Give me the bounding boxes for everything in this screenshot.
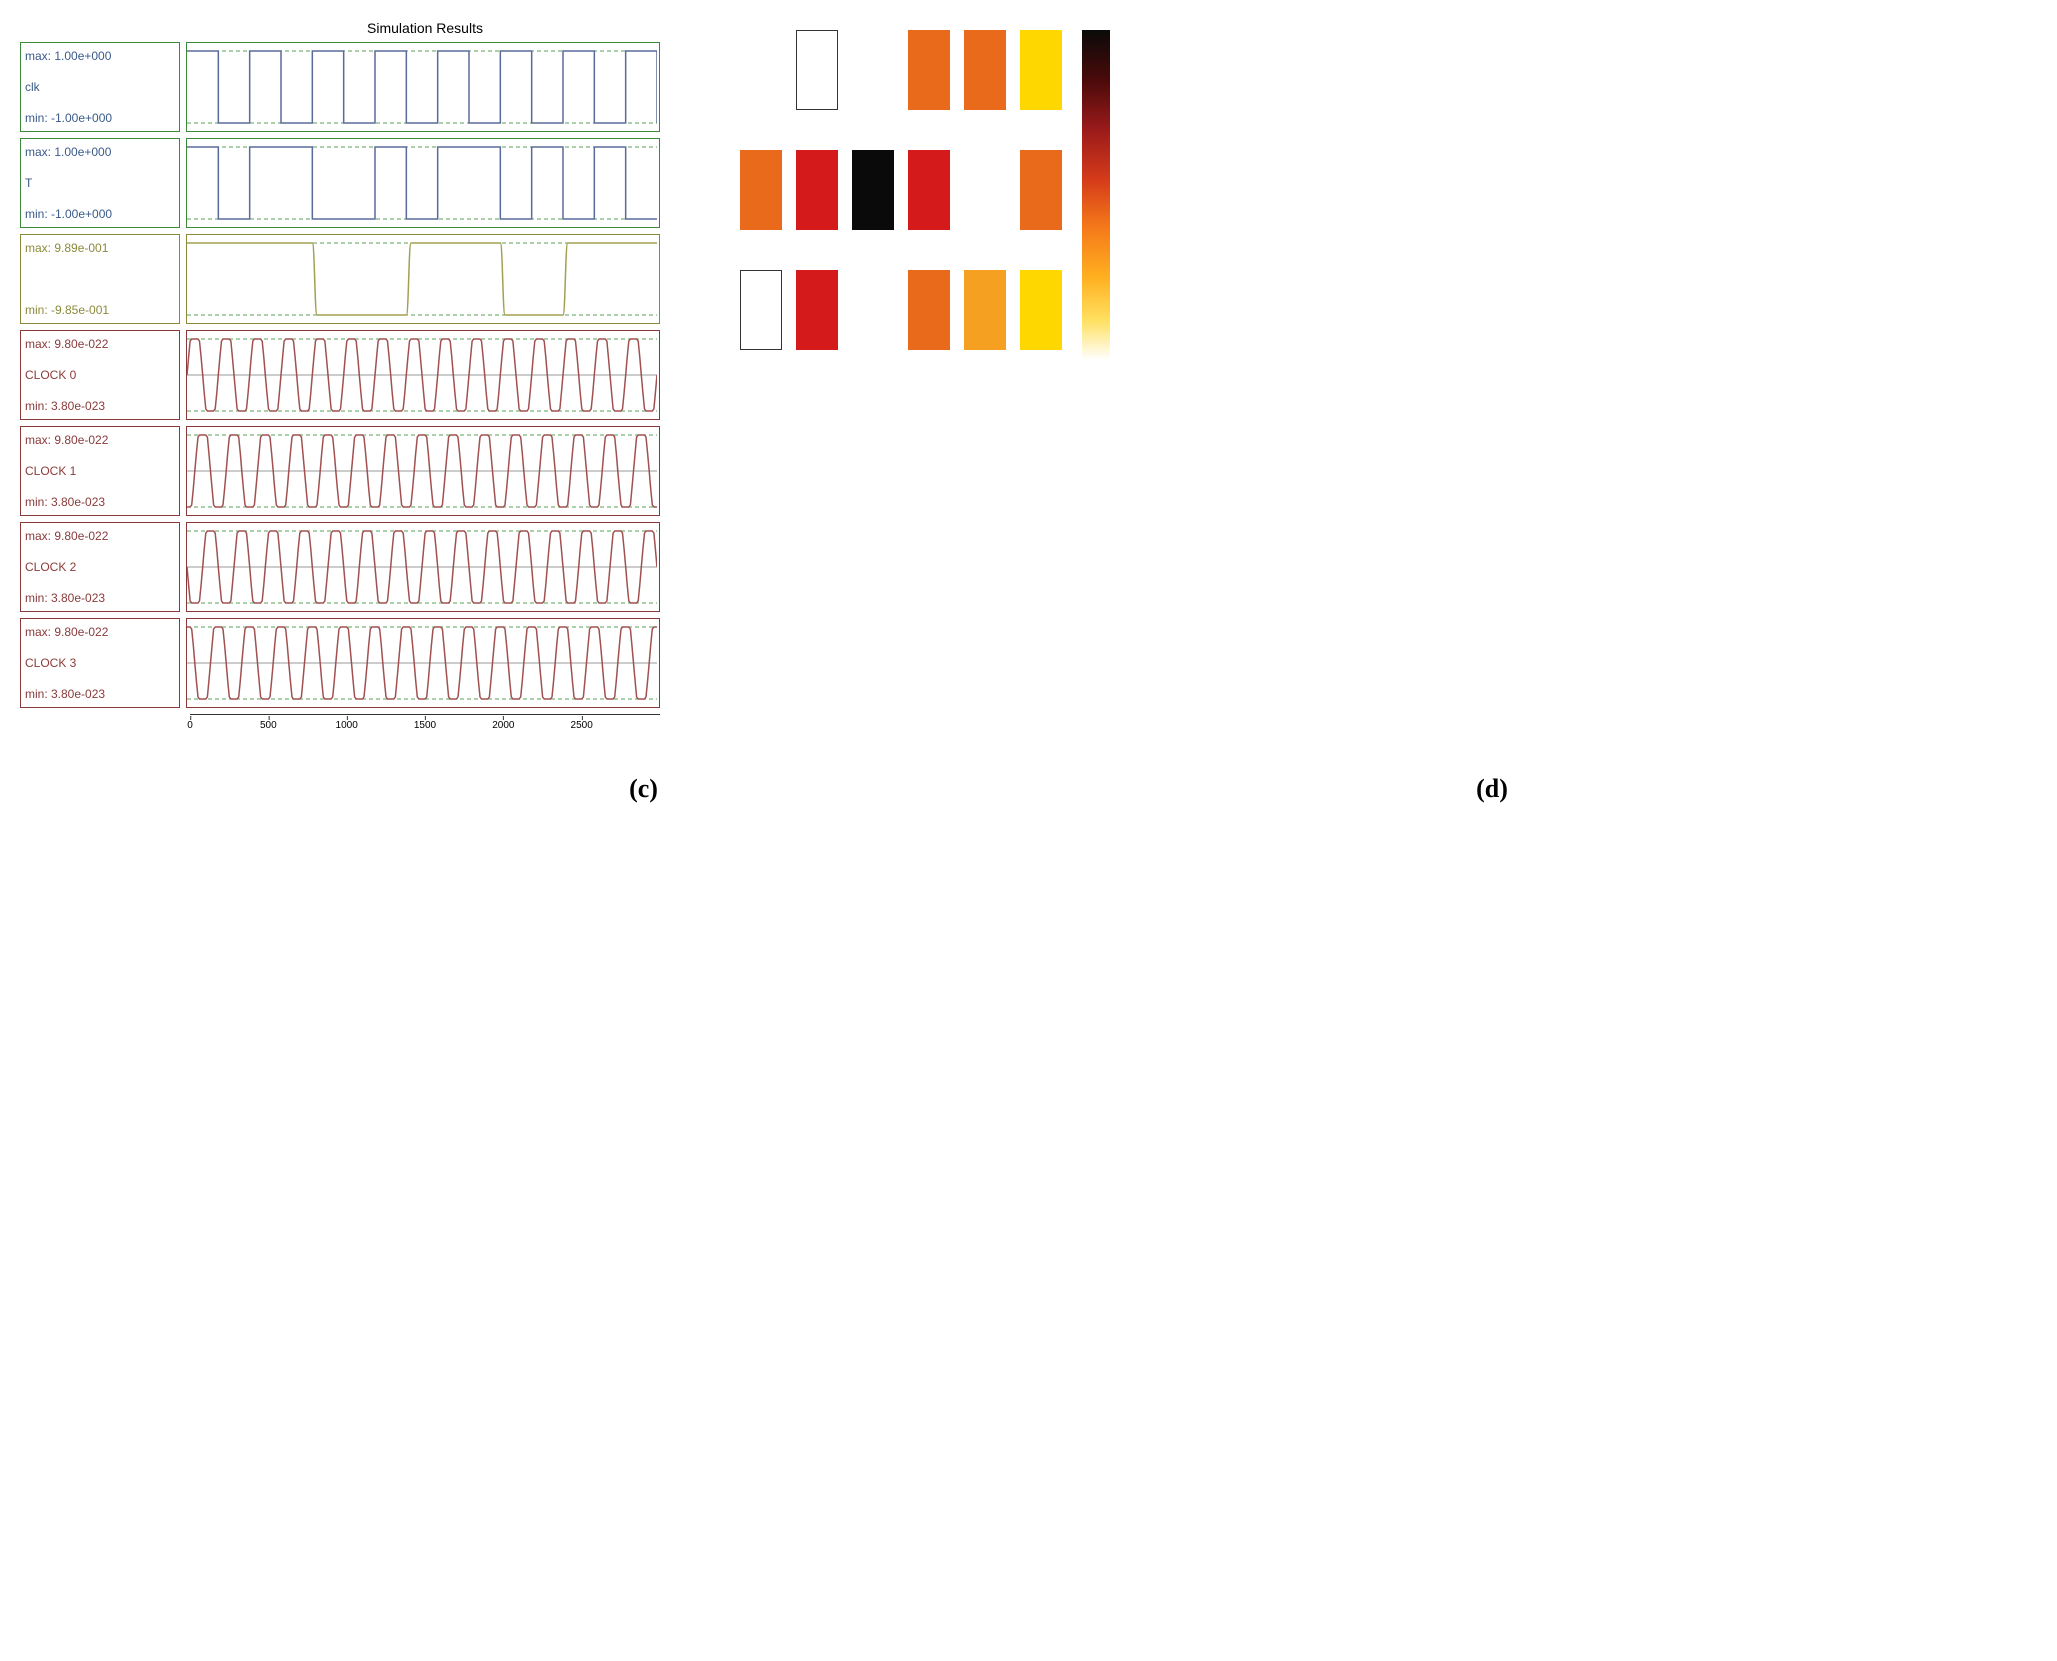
signal-min: min: -1.00e+000	[25, 207, 175, 221]
signal-max: max: 9.80e-022	[25, 433, 175, 447]
signal-label: max: 9.80e-022 CLOCK 0 min: 3.80e-023	[20, 330, 180, 420]
subplot-labels: (c) (d)	[20, 774, 2037, 804]
heatmap-cell	[1020, 270, 1062, 350]
signal-max: max: 9.80e-022	[25, 625, 175, 639]
signal-list: max: 1.00e+000clkmin: -1.00e+000max: 1.0…	[20, 42, 660, 708]
heatmap-cell	[796, 150, 838, 230]
heatmap-cell	[964, 30, 1006, 110]
signal-row: max: 9.89e-001 min: -9.85e-001	[20, 234, 660, 324]
signal-graph	[186, 138, 660, 228]
signal-name: CLOCK 1	[25, 464, 175, 478]
signal-row: max: 9.80e-022 CLOCK 2 min: 3.80e-023	[20, 522, 660, 612]
signal-min: min: 3.80e-023	[25, 399, 175, 413]
signal-min: min: -1.00e+000	[25, 111, 175, 125]
heatmap-cell	[852, 30, 894, 110]
heatmap-cell	[796, 30, 838, 110]
heatmap-cell	[964, 150, 1006, 230]
signal-name: CLOCK 0	[25, 368, 175, 382]
signal-label: max: 1.00e+000 Tmin: -1.00e+000	[20, 138, 180, 228]
signal-row: max: 9.80e-022 CLOCK 0 min: 3.80e-023	[20, 330, 660, 420]
signal-name: CLOCK 2	[25, 560, 175, 574]
signal-name: CLOCK 3	[25, 656, 175, 670]
heatmap-cell	[908, 150, 950, 230]
signal-min: min: 3.80e-023	[25, 591, 175, 605]
signal-max: max: 1.00e+000	[25, 49, 175, 63]
signal-row: max: 1.00e+000 clk min: -1.00e+000	[20, 42, 660, 132]
heatmap-cell	[908, 30, 950, 110]
x-tick: 2500	[571, 720, 593, 731]
x-tick: 2000	[492, 720, 514, 731]
signal-graph	[186, 618, 660, 708]
signal-name: clk	[25, 80, 175, 94]
heatmap-panel	[740, 20, 1180, 360]
colorbar	[1082, 30, 1110, 360]
subplot-c-label: (c)	[629, 774, 658, 804]
signal-max: max: 9.89e-001	[25, 241, 175, 255]
signal-row: max: 9.80e-022 CLOCK 3 min: 3.80e-023	[20, 618, 660, 708]
heatmap-cell	[1020, 150, 1062, 230]
subplot-d-label: (d)	[1476, 774, 1508, 804]
x-axis: 0 500 1000 1500 2000 2500	[190, 714, 660, 744]
x-tick: 0	[187, 720, 193, 731]
signal-min: min: 3.80e-023	[25, 687, 175, 701]
signal-graph	[186, 330, 660, 420]
x-tick: 500	[260, 720, 277, 731]
signal-graph	[186, 522, 660, 612]
signal-min: min: -9.85e-001	[25, 303, 175, 317]
signal-max: max: 1.00e+000	[25, 145, 175, 159]
main-container: Simulation Results max: 1.00e+000 clk min:…	[20, 20, 2037, 744]
heatmap-cell	[740, 270, 782, 350]
heatmap-cell	[1020, 30, 1062, 110]
heatmap-cell	[796, 270, 838, 350]
signal-max: max: 9.80e-022	[25, 529, 175, 543]
heatmap-cell	[852, 150, 894, 230]
simulation-title: Simulation Results	[190, 20, 660, 36]
heatmap-cell	[740, 150, 782, 230]
signal-graph	[186, 426, 660, 516]
heatmap-cell	[964, 270, 1006, 350]
signal-graph	[186, 234, 660, 324]
signal-graph	[186, 42, 660, 132]
signal-label: max: 9.80e-022 CLOCK 3 min: 3.80e-023	[20, 618, 180, 708]
heatmap-cell	[908, 270, 950, 350]
heatmap-cell	[852, 270, 894, 350]
signal-name: T	[25, 176, 175, 190]
x-tick: 1500	[414, 720, 436, 731]
signal-label: max: 9.89e-001 min: -9.85e-001	[20, 234, 180, 324]
signal-max: max: 9.80e-022	[25, 337, 175, 351]
heatmap-cell	[740, 30, 782, 110]
signal-label: max: 1.00e+000 clk min: -1.00e+000	[20, 42, 180, 132]
signal-label: max: 9.80e-022 CLOCK 1 min: 3.80e-023	[20, 426, 180, 516]
signal-row: max: 1.00e+000 Tmin: -1.00e+000	[20, 138, 660, 228]
signal-min: min: 3.80e-023	[25, 495, 175, 509]
simulation-panel: Simulation Results max: 1.00e+000 clk min:…	[20, 20, 660, 744]
x-tick: 1000	[336, 720, 358, 731]
signal-row: max: 9.80e-022 CLOCK 1 min: 3.80e-023	[20, 426, 660, 516]
heatmap-grid	[740, 30, 1062, 350]
signal-label: max: 9.80e-022 CLOCK 2 min: 3.80e-023	[20, 522, 180, 612]
